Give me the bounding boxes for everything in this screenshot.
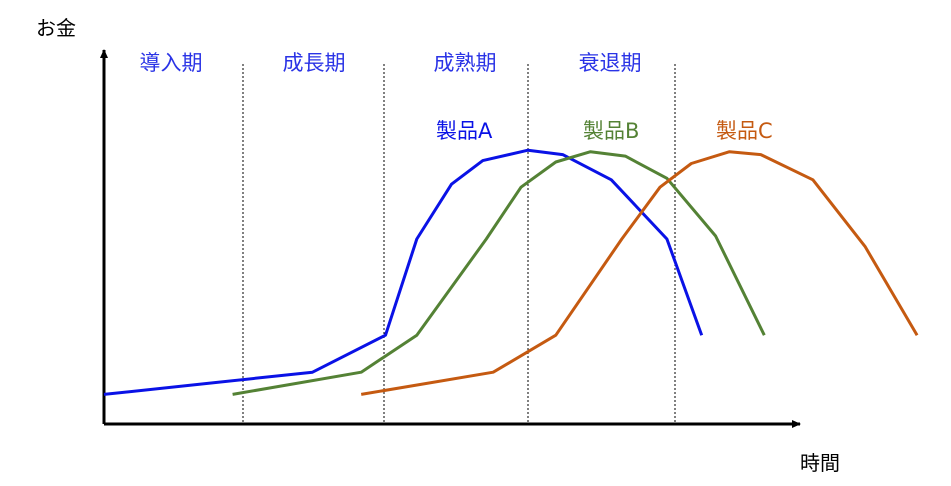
series-line-1	[103, 148, 704, 396]
phase-label-1: 導入期	[140, 51, 203, 75]
phase-label-3: 成熟期	[434, 51, 497, 75]
series-lines	[103, 148, 919, 396]
phase-label-4: 衰退期	[579, 51, 642, 75]
series-label-3: 製品C	[716, 119, 773, 143]
series-label-2: 製品B	[583, 119, 639, 143]
series-labels: 製品A 製品B 製品C	[436, 119, 773, 143]
phase-labels: 導入期 成長期 成熟期 衰退期	[140, 51, 642, 75]
series-label-1: 製品A	[436, 119, 493, 143]
phase-dividers	[242, 64, 676, 422]
phase-label-2: 成長期	[283, 51, 346, 75]
y-axis-label: お金	[36, 16, 76, 40]
x-axis-label: 時間	[800, 451, 840, 475]
series-line-3	[360, 150, 919, 396]
series-line-2	[232, 150, 766, 396]
